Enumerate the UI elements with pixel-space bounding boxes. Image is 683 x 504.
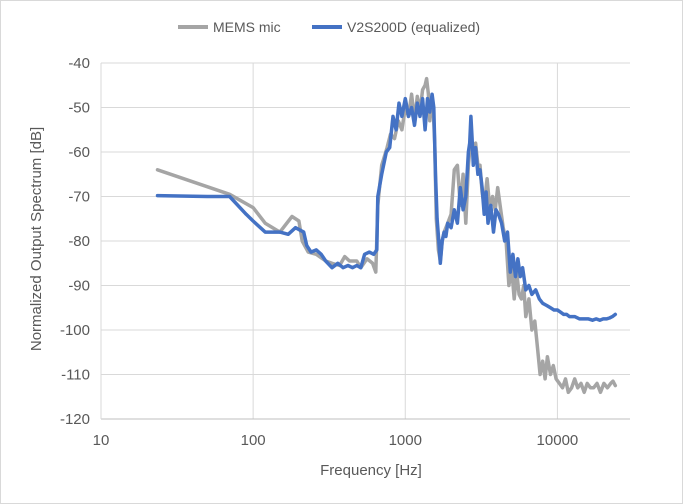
y-tick-label: -90 bbox=[68, 278, 90, 295]
series-line-v2s200d bbox=[155, 92, 618, 322]
y-tick-label: -50 bbox=[68, 100, 90, 117]
legend-label-v2s200d: V2S200D (equalized) bbox=[347, 19, 480, 35]
legend-label-mems-mic: MEMS mic bbox=[213, 19, 281, 35]
x-axis-title: Frequency [Hz] bbox=[320, 462, 422, 479]
y-tick-label: -120 bbox=[60, 411, 90, 428]
y-tick-label: -40 bbox=[68, 55, 90, 72]
y-tick-label: -110 bbox=[61, 367, 90, 384]
y-tick-label: -80 bbox=[68, 233, 90, 250]
series-line-mems-mic bbox=[155, 76, 618, 395]
y-tick-label: -70 bbox=[68, 189, 90, 206]
y-tick-label: -60 bbox=[68, 144, 90, 161]
x-tick-label: 10000 bbox=[537, 432, 579, 449]
y-axis-title: Normalized Output Spectrum [dB] bbox=[28, 127, 45, 351]
series-layer bbox=[155, 76, 618, 395]
x-tick-label: 1000 bbox=[389, 432, 422, 449]
x-tick-label: 10 bbox=[93, 432, 110, 449]
legend: MEMS mic V2S200D (equalized) bbox=[178, 19, 480, 35]
x-tick-label: 100 bbox=[241, 432, 266, 449]
y-tick-label: -100 bbox=[60, 322, 90, 339]
